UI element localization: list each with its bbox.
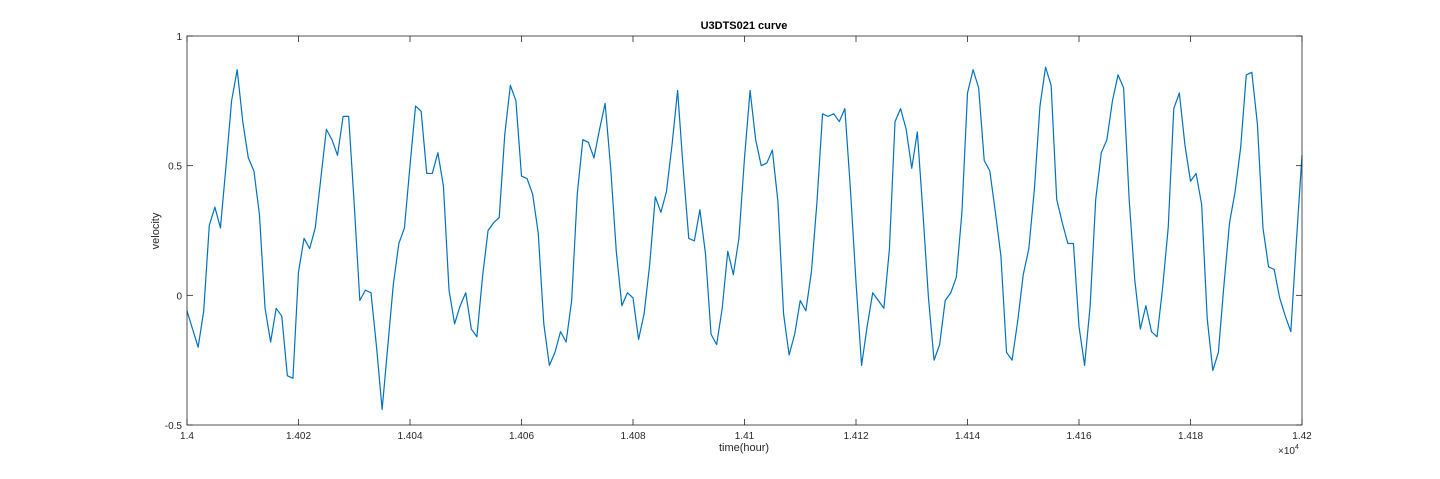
- x-exponent-base: ×10: [1278, 446, 1295, 457]
- x-tick-label: 1.408: [620, 431, 645, 442]
- chart-title: U3DTS021 curve: [701, 20, 788, 32]
- y-tick-label: 0: [176, 291, 182, 302]
- x-exponent-label: ×104: [1278, 444, 1299, 457]
- y-axis-label: velocity: [150, 212, 162, 249]
- x-tick-label: 1.402: [286, 431, 311, 442]
- y-tick-label: 1: [176, 32, 182, 43]
- x-tick-label: 1.404: [397, 431, 422, 442]
- data-layer: [186, 66, 1303, 411]
- x-tick-label: 1.414: [955, 431, 980, 442]
- x-tick-label: 1.41: [735, 431, 755, 442]
- x-tick-label: 1.42: [1292, 431, 1312, 442]
- x-tick-label: 1.416: [1066, 431, 1091, 442]
- x-exponent-power: 4: [1295, 444, 1299, 451]
- x-tick-label: 1.4: [180, 431, 194, 442]
- plot-area: [187, 36, 1302, 425]
- x-tick-label: 1.406: [509, 431, 534, 442]
- x-tick-label: 1.418: [1178, 431, 1203, 442]
- ticks-layer: 1.4 1.402 1.404 1.406 1.408 1.41 1.412 1.414 1.4…: [165, 32, 1312, 442]
- y-tick-label: 0.5: [168, 162, 182, 173]
- y-tick-label: -0.5: [165, 421, 183, 432]
- x-axis-label: time(hour): [719, 442, 769, 454]
- x-tick-label: 1.412: [843, 431, 868, 442]
- series-line-0: [186, 66, 1303, 411]
